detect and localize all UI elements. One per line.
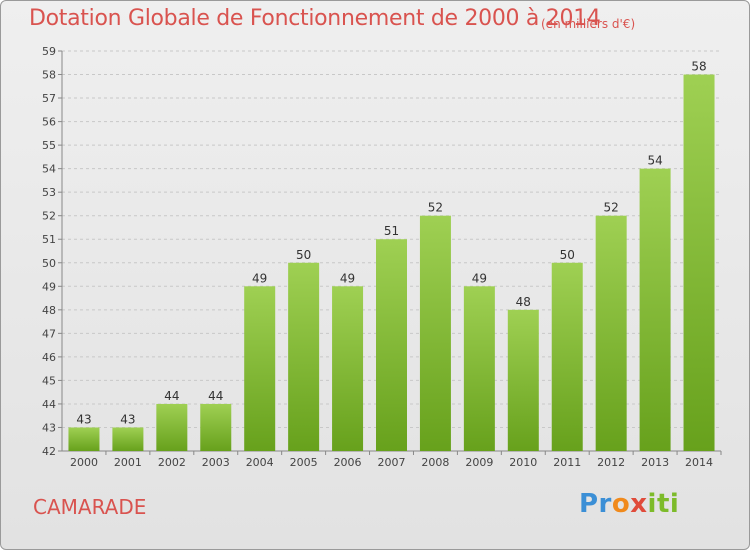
x-tick-label: 2003 bbox=[202, 456, 230, 469]
x-tick-label: 2006 bbox=[334, 456, 362, 469]
x-tick-label: 2002 bbox=[158, 456, 186, 469]
data-label: 52 bbox=[428, 201, 443, 215]
y-tick-label: 56 bbox=[42, 116, 56, 129]
data-label: 43 bbox=[76, 412, 91, 426]
bar bbox=[244, 286, 276, 451]
data-label: 51 bbox=[384, 224, 399, 238]
bar bbox=[507, 309, 539, 451]
bar bbox=[639, 168, 671, 451]
bar bbox=[200, 403, 232, 451]
bar bbox=[463, 286, 495, 451]
bar bbox=[419, 215, 451, 451]
bar bbox=[683, 74, 715, 451]
commune-name: CAMARADE bbox=[33, 495, 147, 519]
x-tick-label: 2013 bbox=[641, 456, 669, 469]
x-tick-label: 2000 bbox=[70, 456, 98, 469]
y-tick-label: 44 bbox=[42, 398, 56, 411]
data-label: 49 bbox=[252, 271, 267, 285]
y-tick-label: 53 bbox=[42, 186, 56, 199]
proxiti-logo[interactable]: Proxiti bbox=[579, 489, 680, 519]
bar bbox=[332, 286, 364, 451]
data-label: 49 bbox=[340, 271, 355, 285]
bar bbox=[156, 403, 188, 451]
data-labels: 43 43 44 44 49 50 49 51 52 49 48 50 52 54 58 bbox=[76, 60, 706, 427]
y-tick-label: 48 bbox=[42, 304, 56, 317]
x-tick-label: 2008 bbox=[421, 456, 449, 469]
y-tick-label: 46 bbox=[42, 351, 56, 364]
y-tick-label: 58 bbox=[42, 69, 56, 82]
y-tick-label: 45 bbox=[42, 374, 56, 387]
bar bbox=[68, 427, 100, 451]
data-label: 44 bbox=[164, 389, 179, 403]
bar bbox=[112, 427, 144, 451]
chart-title: Dotation Globale de Fonctionnement de 20… bbox=[29, 6, 601, 31]
bar bbox=[376, 239, 407, 451]
y-tick-label: 51 bbox=[42, 233, 56, 246]
x-tick-label: 2001 bbox=[114, 456, 142, 469]
x-tick-label: 2009 bbox=[465, 456, 493, 469]
x-tick-label: 2014 bbox=[685, 456, 713, 469]
bar bbox=[595, 215, 627, 451]
data-label: 50 bbox=[560, 248, 575, 262]
data-label: 49 bbox=[472, 271, 487, 285]
x-tick-label: 2005 bbox=[290, 456, 318, 469]
y-tick-label: 57 bbox=[42, 92, 56, 105]
chart-subtitle: (en milliers d'€) bbox=[541, 17, 636, 31]
x-tick-label: 2012 bbox=[597, 456, 625, 469]
data-label: 50 bbox=[296, 248, 311, 262]
y-tick-label: 49 bbox=[42, 280, 56, 293]
y-tick-label: 50 bbox=[42, 257, 56, 270]
data-label: 48 bbox=[516, 295, 531, 309]
data-label: 44 bbox=[208, 389, 223, 403]
x-tick-label: 2010 bbox=[509, 456, 537, 469]
bars bbox=[68, 74, 715, 451]
x-tick-labels: 2000 2001 2002 2003 2004 2005 2006 2007 2008 2009… bbox=[70, 451, 722, 469]
y-tick-label: 59 bbox=[42, 45, 56, 58]
y-tick-label: 52 bbox=[42, 210, 56, 223]
data-label: 54 bbox=[647, 154, 662, 168]
x-tick-label: 2007 bbox=[378, 456, 406, 469]
y-tick-label: 42 bbox=[42, 445, 56, 458]
x-tick-label: 2004 bbox=[246, 456, 274, 469]
bar bbox=[288, 262, 320, 451]
y-tick-label: 47 bbox=[42, 327, 56, 340]
y-tick-label: 55 bbox=[42, 139, 56, 152]
data-label: 43 bbox=[120, 412, 135, 426]
x-tick-label: 2011 bbox=[553, 456, 581, 469]
y-tick-labels: 42 43 44 45 46 47 48 49 50 51 52 53 54 55 56 57 58 59 bbox=[42, 45, 56, 458]
y-tick-label: 43 bbox=[42, 421, 56, 434]
data-label: 58 bbox=[691, 60, 706, 74]
y-tick-label: 54 bbox=[42, 163, 56, 176]
data-label: 52 bbox=[604, 201, 619, 215]
bar bbox=[551, 262, 583, 451]
